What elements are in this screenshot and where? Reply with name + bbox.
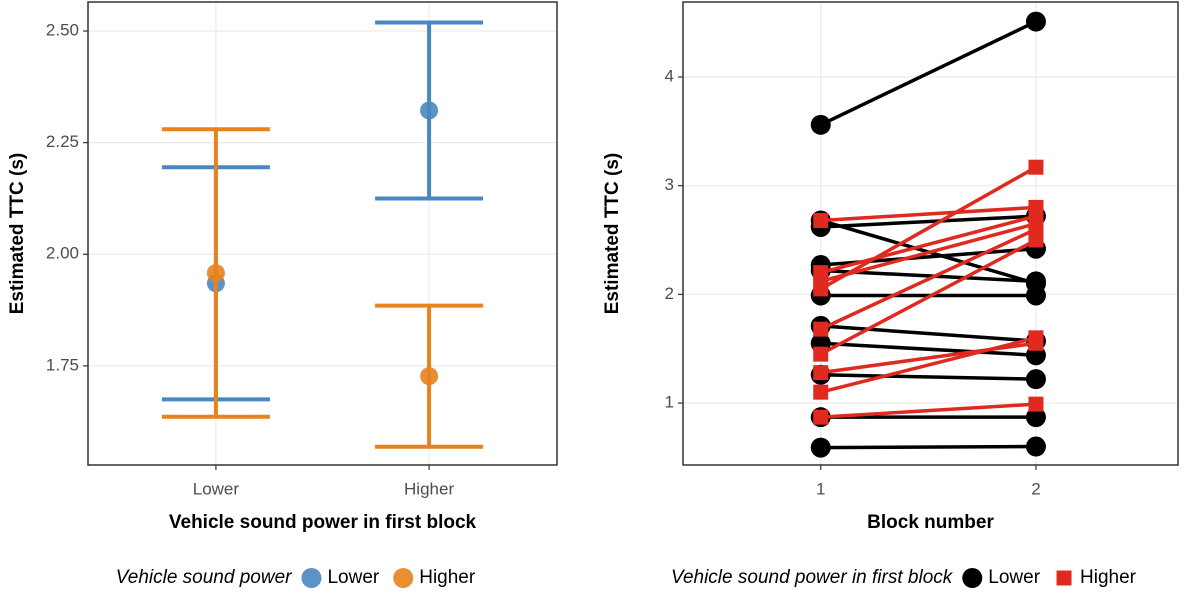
legend-label: Lower — [988, 567, 1040, 588]
legend-title: Vehicle sound power — [116, 567, 292, 588]
point — [1025, 369, 1046, 390]
legend-label: Lower — [327, 567, 379, 588]
line — [819, 238, 1037, 356]
line — [820, 444, 1036, 450]
point — [1025, 436, 1046, 457]
point — [1025, 271, 1046, 292]
point — [813, 384, 829, 400]
y-tick-label: 1 — [665, 393, 674, 412]
x-tick-label: Lower — [193, 479, 240, 498]
y-tick-label: 2.50 — [46, 21, 79, 40]
point — [813, 409, 829, 425]
legend-title: Vehicle sound power in first block — [671, 567, 954, 588]
point — [420, 101, 439, 120]
point — [1028, 330, 1044, 346]
point — [1025, 407, 1046, 428]
legend-key — [393, 568, 414, 588]
y-tick-label: 2.00 — [46, 244, 79, 263]
plot-border — [682, 1, 1179, 466]
legend-label: Higher — [1080, 567, 1137, 588]
line — [820, 373, 1036, 381]
point — [810, 437, 831, 458]
x-tick-label: 1 — [816, 479, 825, 498]
legend-key — [1056, 570, 1072, 586]
y-axis-label: Estimated TTC (s) — [602, 153, 623, 315]
point — [813, 365, 829, 381]
point — [810, 114, 831, 135]
line — [820, 324, 1037, 343]
line — [820, 214, 1037, 229]
line — [820, 222, 1037, 284]
line — [820, 336, 1037, 394]
line — [820, 214, 1037, 275]
point — [813, 281, 829, 297]
line — [820, 402, 1037, 419]
y-tick-label: 2 — [665, 284, 674, 303]
line — [819, 19, 1037, 127]
legend-key — [301, 568, 322, 588]
y-tick-label: 2.25 — [46, 132, 79, 151]
point — [1025, 11, 1046, 32]
y-tick-label: 4 — [665, 66, 674, 85]
y-axis-label: Estimated TTC (s) — [7, 153, 28, 315]
point — [813, 212, 829, 228]
legend-label: Higher — [419, 567, 476, 588]
point — [420, 367, 439, 386]
point — [1028, 232, 1044, 248]
legend-key — [962, 568, 983, 588]
line — [820, 341, 1037, 357]
point — [1025, 285, 1046, 306]
point — [813, 346, 829, 362]
line — [820, 227, 1037, 331]
point — [1028, 159, 1044, 175]
point — [206, 264, 225, 283]
plot-border — [87, 1, 558, 466]
line — [819, 165, 1037, 291]
point — [1028, 396, 1044, 412]
point — [813, 321, 829, 337]
x-axis-label: Block number — [867, 512, 994, 533]
y-tick-label: 3 — [665, 175, 674, 194]
x-tick-label: 2 — [1031, 479, 1040, 498]
x-tick-label: Higher — [404, 479, 454, 498]
x-axis-label: Vehicle sound power in first block — [169, 512, 477, 533]
y-tick-label: 1.75 — [46, 355, 79, 374]
line — [820, 205, 1037, 223]
